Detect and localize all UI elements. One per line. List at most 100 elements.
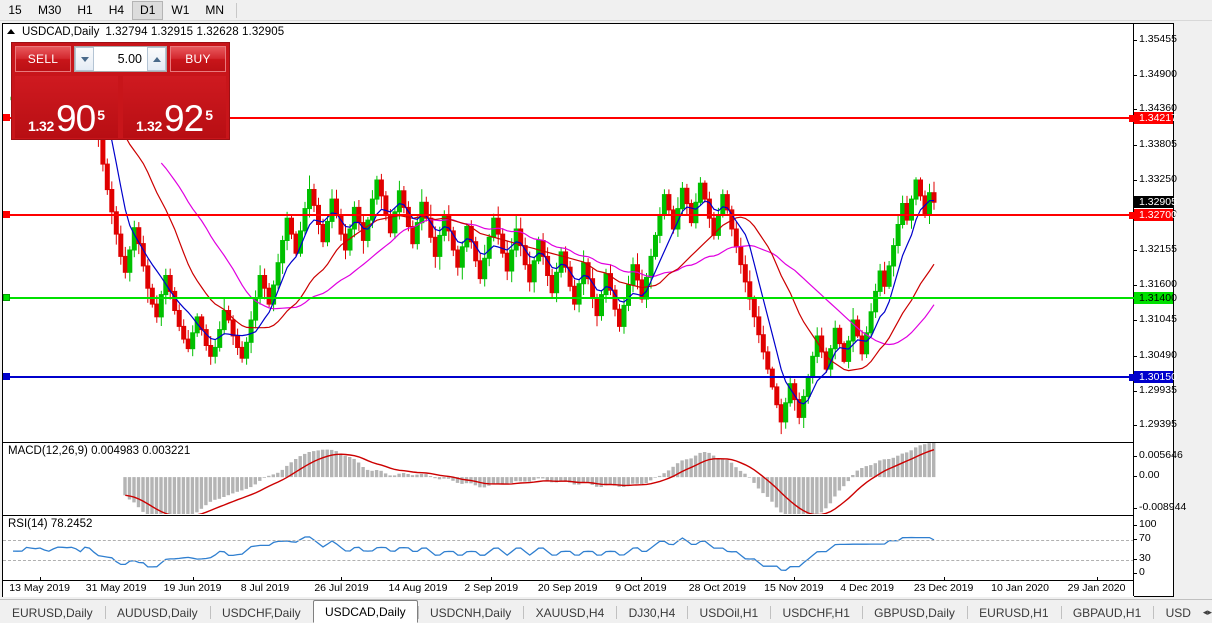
- one-click-trading-panel[interactable]: SELL 5.00 BUY 1.32 90 5: [11, 42, 230, 140]
- price-level-tag-green[interactable]: 1.31400: [1134, 291, 1177, 304]
- price-level-tag-blue[interactable]: 1.30150: [1134, 371, 1177, 384]
- chart-tab-audusd-daily[interactable]: AUDUSD,Daily: [116, 605, 198, 620]
- rsi-scale-label: 100: [1139, 518, 1157, 530]
- date-axis-label: 9 Oct 2019: [615, 582, 667, 594]
- chart-tab-xauusd-h4[interactable]: XAUUSD,H4: [535, 605, 605, 620]
- rsi-scale-label: 0: [1139, 566, 1145, 578]
- macd-scale-label: 0.00: [1139, 469, 1160, 482]
- date-axis-tick-mark: [640, 577, 642, 581]
- price-tick-label: 1.29935: [1139, 384, 1177, 397]
- chart-tab-usd[interactable]: USD: [1165, 605, 1191, 620]
- chart-tab-gbpaud-h1[interactable]: GBPAUD,H1: [1072, 605, 1142, 620]
- price-level-line-blue-3[interactable]: [3, 373, 1134, 381]
- price-tick-label: 1.34360: [1139, 102, 1177, 115]
- tabs-scroll-right-icon[interactable]: ▸: [1207, 607, 1212, 617]
- price-level-tag-red[interactable]: 1.34217: [1134, 112, 1177, 125]
- price-tick-label: 1.29395: [1139, 418, 1177, 431]
- price-tick-label: 1.35455: [1139, 32, 1177, 45]
- timeframe-h1[interactable]: H1: [77, 3, 93, 17]
- price-tick-label: 1.32155: [1139, 242, 1177, 255]
- date-axis-label: 10 Jan 2020: [991, 582, 1049, 594]
- timeframe-m15[interactable]: 15: [8, 3, 22, 17]
- buy-price-box[interactable]: 1.32 92 5: [123, 76, 226, 138]
- volume-decrease-button[interactable]: [75, 47, 94, 71]
- date-axis-tick-mark: [943, 577, 945, 581]
- date-axis-label: 23 Dec 2019: [913, 582, 974, 594]
- chart-header: USDCAD,Daily 1.32794 1.32915 1.32628 1.3…: [3, 24, 284, 39]
- price-tick-label: 1.31600: [1139, 278, 1177, 291]
- timeframe-h4[interactable]: H4: [108, 3, 125, 17]
- date-axis-label: 26 Jul 2019: [314, 582, 369, 594]
- oct-controls-row: SELL 5.00 BUY: [15, 46, 226, 72]
- sell-price-prefix: 1.32: [27, 117, 55, 134]
- chart-tab-dj30-h4[interactable]: DJ30,H4: [628, 605, 676, 620]
- chart-tab-gbpusd-daily[interactable]: GBPUSD,Daily: [874, 605, 955, 620]
- date-axis-tick-mark: [341, 577, 343, 581]
- oct-quotes-row: 1.32 90 5 1.32 92 5: [15, 76, 226, 138]
- macd-scale-label: -0.008944: [1139, 501, 1187, 513]
- chart-tab-usdoil-h1[interactable]: USDOil,H1: [699, 605, 759, 620]
- price-level-handle[interactable]: [3, 373, 10, 381]
- rsi-plot: [12, 536, 935, 571]
- date-axis-tick-mark: [39, 577, 41, 581]
- macd-scale-label: 0.005646: [1139, 449, 1183, 461]
- chart-tab-eurusd-h1[interactable]: EURUSD,H1: [979, 605, 1049, 620]
- chart-window[interactable]: MACD(12,26,9) 0.004983 0.003221 RSI(14) …: [2, 23, 1186, 597]
- buy-button[interactable]: BUY: [170, 46, 226, 72]
- price-scale[interactable]: 1.35455 1.34900 1.34360 1.33805 1.33250 1.327…: [1129, 24, 1186, 596]
- price-level-handle[interactable]: [3, 210, 10, 218]
- date-axis-label: 2 Sep 2019: [464, 582, 519, 594]
- chart-tab-usdcnh-daily[interactable]: USDCNH,Daily: [429, 605, 512, 620]
- volume-increase-button[interactable]: [147, 47, 166, 71]
- timeframe-d1[interactable]: D1: [132, 0, 164, 20]
- chart-ohlc-values: 1.32794 1.32915 1.32628 1.32905: [105, 25, 285, 38]
- rsi-band-30: [3, 559, 1134, 561]
- date-axis-label: 19 Jun 2019: [163, 582, 222, 594]
- volume-input[interactable]: 5.00: [94, 47, 147, 71]
- chevron-down-icon: [80, 56, 89, 62]
- chart-tab-usdcad-daily[interactable]: USDCAD,Daily: [312, 600, 418, 623]
- chart-tab-usdchf-h1[interactable]: USDCHF,H1: [782, 605, 850, 620]
- chart-tab-eurusd-daily[interactable]: EURUSD,Daily: [12, 605, 93, 620]
- date-axis-label: 4 Dec 2019: [840, 582, 894, 594]
- price-level-line-green-2[interactable]: [3, 293, 1134, 301]
- rsi-band-70: [3, 540, 1134, 542]
- price-level-handle[interactable]: [3, 293, 10, 301]
- date-axis-label: 8 Jul 2019: [240, 582, 290, 594]
- buy-price-fraction: 5: [205, 106, 213, 123]
- sell-button[interactable]: SELL: [15, 46, 71, 72]
- date-axis-tick-mark: [1096, 577, 1098, 581]
- toolbar-divider: [236, 2, 238, 18]
- chart-tab-usdchf-daily[interactable]: USDCHF,Daily: [221, 605, 301, 620]
- price-tick-label: 1.33250: [1139, 172, 1177, 185]
- price-level-line-red-1[interactable]: [3, 210, 1134, 218]
- timeframe-w1[interactable]: W1: [171, 3, 190, 17]
- price-tick-label: 1.34900: [1139, 67, 1177, 80]
- date-axis[interactable]: 13 May 2019 31 May 2019 19 Jun 2019 8 Jul 2…: [3, 577, 1134, 597]
- date-axis-tick-mark: [192, 577, 194, 581]
- price-tick-label: 1.33805: [1139, 137, 1177, 150]
- price-level-line-red-0[interactable]: [3, 114, 1134, 122]
- date-axis-tick-mark: [491, 577, 493, 581]
- chart-tab-bar[interactable]: EURUSD,Daily AUDUSD,Daily USDCHF,Daily USDC…: [0, 599, 1212, 623]
- rsi-pane[interactable]: RSI(14) 78.2452: [3, 515, 1134, 579]
- volume-stepper[interactable]: 5.00: [74, 46, 167, 72]
- rsi-scale-label: 30: [1139, 551, 1151, 564]
- sell-price-box[interactable]: 1.32 90 5: [15, 76, 118, 138]
- timeframe-mn[interactable]: MN: [205, 3, 225, 17]
- date-axis-label: 15 Nov 2019: [764, 582, 824, 594]
- timeframe-m30[interactable]: M30: [38, 3, 62, 17]
- price-level-handle[interactable]: [3, 114, 10, 122]
- collapse-triangle-icon[interactable]: [7, 29, 15, 34]
- macd-pane[interactable]: MACD(12,26,9) 0.004983 0.003221: [3, 442, 1134, 514]
- last-price-tag[interactable]: 1.32905: [1134, 195, 1177, 208]
- tabs-scroll-left-icon[interactable]: ◂: [1202, 607, 1208, 617]
- date-axis-label: 31 May 2019: [85, 582, 147, 594]
- date-axis-label: 28 Oct 2019: [688, 582, 746, 594]
- chevron-up-icon: [152, 56, 161, 62]
- price-level-tag-red[interactable]: 1.32700: [1134, 208, 1177, 221]
- price-tick-label: 1.30490: [1139, 348, 1177, 361]
- rsi-scale-label: 70: [1139, 532, 1151, 545]
- sell-price-main: 90: [56, 97, 96, 139]
